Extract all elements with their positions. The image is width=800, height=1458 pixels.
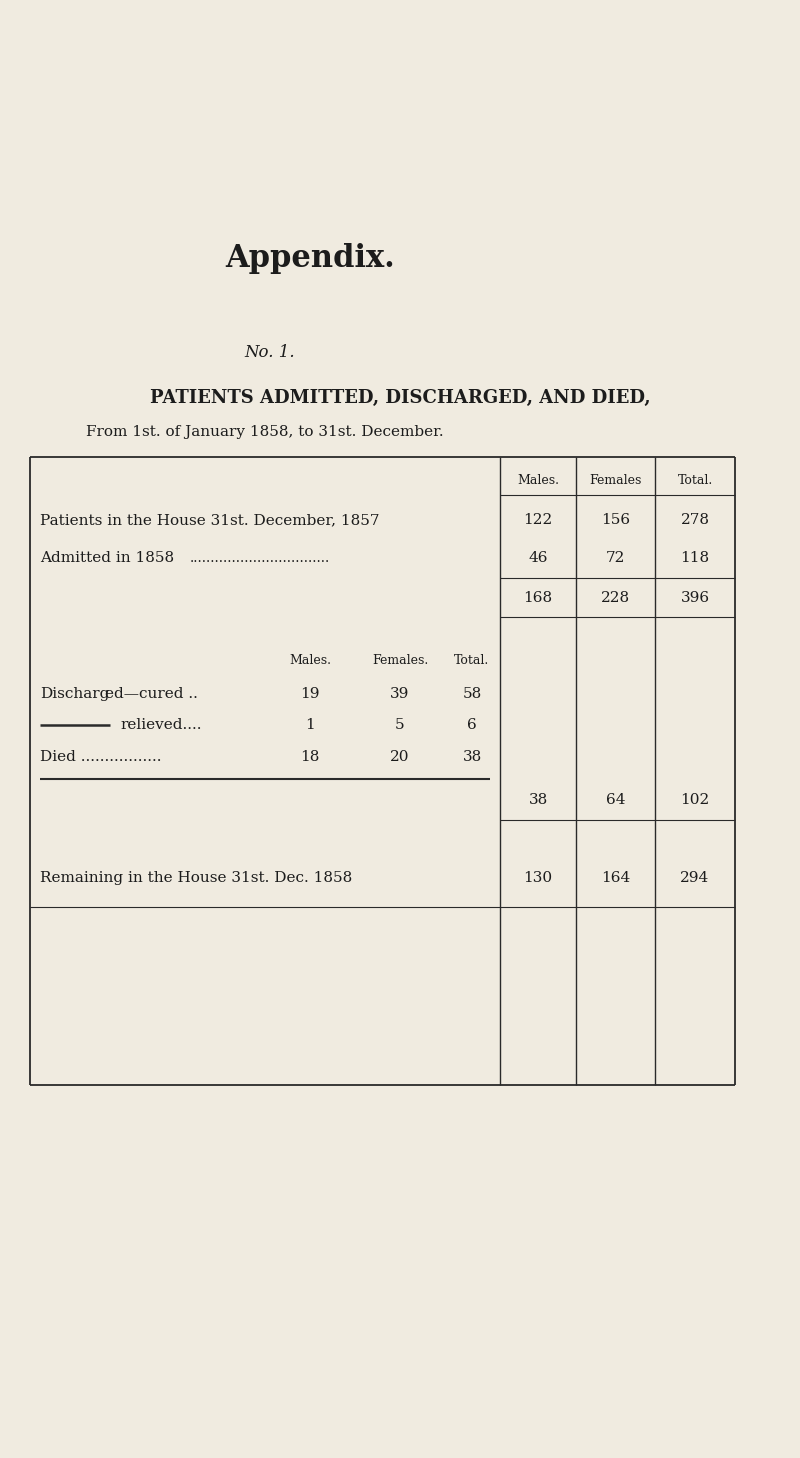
Text: 72: 72	[606, 551, 625, 566]
Text: Females: Females	[590, 474, 642, 487]
Text: 102: 102	[680, 793, 710, 806]
Text: 168: 168	[523, 590, 553, 605]
Text: 122: 122	[523, 513, 553, 526]
Text: Females.: Females.	[372, 653, 428, 666]
Text: PATIENTS ADMITTED, DISCHARGED, AND DIED,: PATIENTS ADMITTED, DISCHARGED, AND DIED,	[150, 389, 650, 407]
Text: Discharg: Discharg	[40, 687, 110, 701]
Text: No. 1.: No. 1.	[245, 344, 295, 360]
Text: 20: 20	[390, 749, 410, 764]
Text: 118: 118	[681, 551, 710, 566]
Text: 164: 164	[601, 870, 630, 885]
Text: Males.: Males.	[289, 653, 331, 666]
Text: 18: 18	[300, 749, 320, 764]
Text: relieved....: relieved....	[120, 717, 202, 732]
Text: Total.: Total.	[454, 653, 490, 666]
Text: Appendix.: Appendix.	[225, 242, 395, 274]
Text: 278: 278	[681, 513, 710, 526]
Text: Remaining in the House 31st. Dec. 1858: Remaining in the House 31st. Dec. 1858	[40, 870, 352, 885]
Text: ed—cured ..: ed—cured ..	[105, 687, 198, 701]
Text: Died .................: Died .................	[40, 749, 162, 764]
Text: 19: 19	[300, 687, 320, 701]
Text: 64: 64	[606, 793, 626, 806]
Text: Total.: Total.	[678, 474, 713, 487]
Text: Admitted in 1858: Admitted in 1858	[40, 551, 174, 566]
Text: 6: 6	[467, 717, 477, 732]
Text: 5: 5	[395, 717, 405, 732]
Text: 38: 38	[528, 793, 548, 806]
Text: 1: 1	[305, 717, 315, 732]
Text: .................................: .................................	[190, 551, 330, 566]
Text: 38: 38	[462, 749, 482, 764]
Text: 294: 294	[680, 870, 710, 885]
Text: 130: 130	[523, 870, 553, 885]
Text: Males.: Males.	[517, 474, 559, 487]
Text: 39: 39	[390, 687, 410, 701]
Text: 396: 396	[681, 590, 710, 605]
Text: 58: 58	[462, 687, 482, 701]
Text: 156: 156	[601, 513, 630, 526]
Text: Patients in the House 31st. December, 1857: Patients in the House 31st. December, 18…	[40, 513, 379, 526]
Text: 46: 46	[528, 551, 548, 566]
Text: 228: 228	[601, 590, 630, 605]
Text: From 1st. of January 1858, to 31st. December.: From 1st. of January 1858, to 31st. Dece…	[86, 424, 444, 439]
